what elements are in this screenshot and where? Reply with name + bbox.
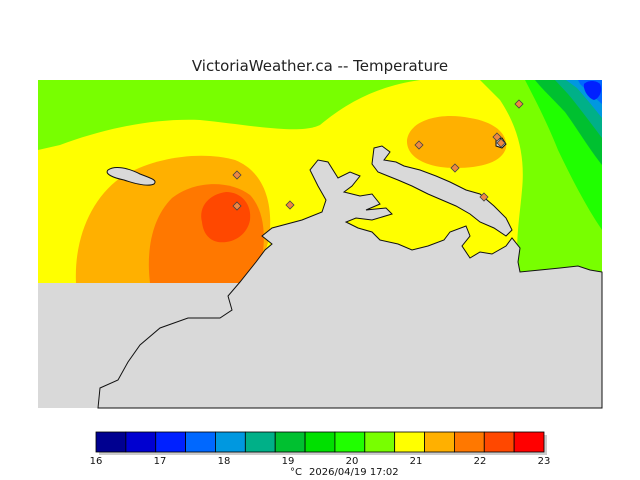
coastline-land <box>97 159 603 409</box>
legend-tick-label: 18 <box>218 456 231 467</box>
station-marker <box>450 163 460 173</box>
legend-swatch <box>274 431 306 453</box>
temperature-legend <box>95 431 547 455</box>
legend-swatch <box>513 431 545 453</box>
zone-21-22-northeast <box>406 116 507 168</box>
legend-swatch <box>304 431 336 453</box>
legend-swatch <box>125 431 157 453</box>
legend-tick-label: 19 <box>282 456 295 467</box>
legend-swatch <box>483 431 515 453</box>
legend-tick-label: 20 <box>346 456 359 467</box>
station-marker <box>232 170 242 180</box>
legend-unit: °C <box>290 467 302 478</box>
legend-swatch <box>95 431 127 453</box>
station-marker <box>492 132 502 142</box>
legend-tick-label: 22 <box>474 456 487 467</box>
legend-swatch <box>424 431 455 453</box>
station-marker <box>479 192 489 202</box>
legend-swatch <box>394 431 425 453</box>
legend-timestamp: 2026/04/19 17:02 <box>309 467 399 478</box>
legend-swatch <box>185 431 216 453</box>
station-marker <box>414 140 424 150</box>
zone-19-20-northwest <box>38 80 420 150</box>
station-marker <box>496 138 506 148</box>
station-marker <box>285 200 295 210</box>
legend-swatch <box>334 431 366 453</box>
legend-tick-label: 23 <box>538 456 551 467</box>
legend-swatch <box>155 431 187 453</box>
coastline-island-2 <box>106 166 156 186</box>
legend-tick-label: 17 <box>154 456 167 467</box>
coastline-island-1 <box>371 145 513 237</box>
legend-tick-label: 21 <box>410 456 423 467</box>
legend-swatch <box>453 431 485 453</box>
station-marker <box>514 99 524 109</box>
map-title: VictoriaWeather.ca -- Temperature <box>191 57 449 75</box>
legend-tick-label: 16 <box>90 456 103 467</box>
legend-swatch <box>244 431 276 453</box>
legend-swatch <box>215 431 246 453</box>
zone-17-dark-blue <box>583 81 602 100</box>
station-markers <box>232 99 524 211</box>
legend-swatch <box>364 431 396 453</box>
station-marker <box>232 201 242 211</box>
legend-tick-labels: 16 17 18 19 20 21 22 23 <box>90 456 551 467</box>
